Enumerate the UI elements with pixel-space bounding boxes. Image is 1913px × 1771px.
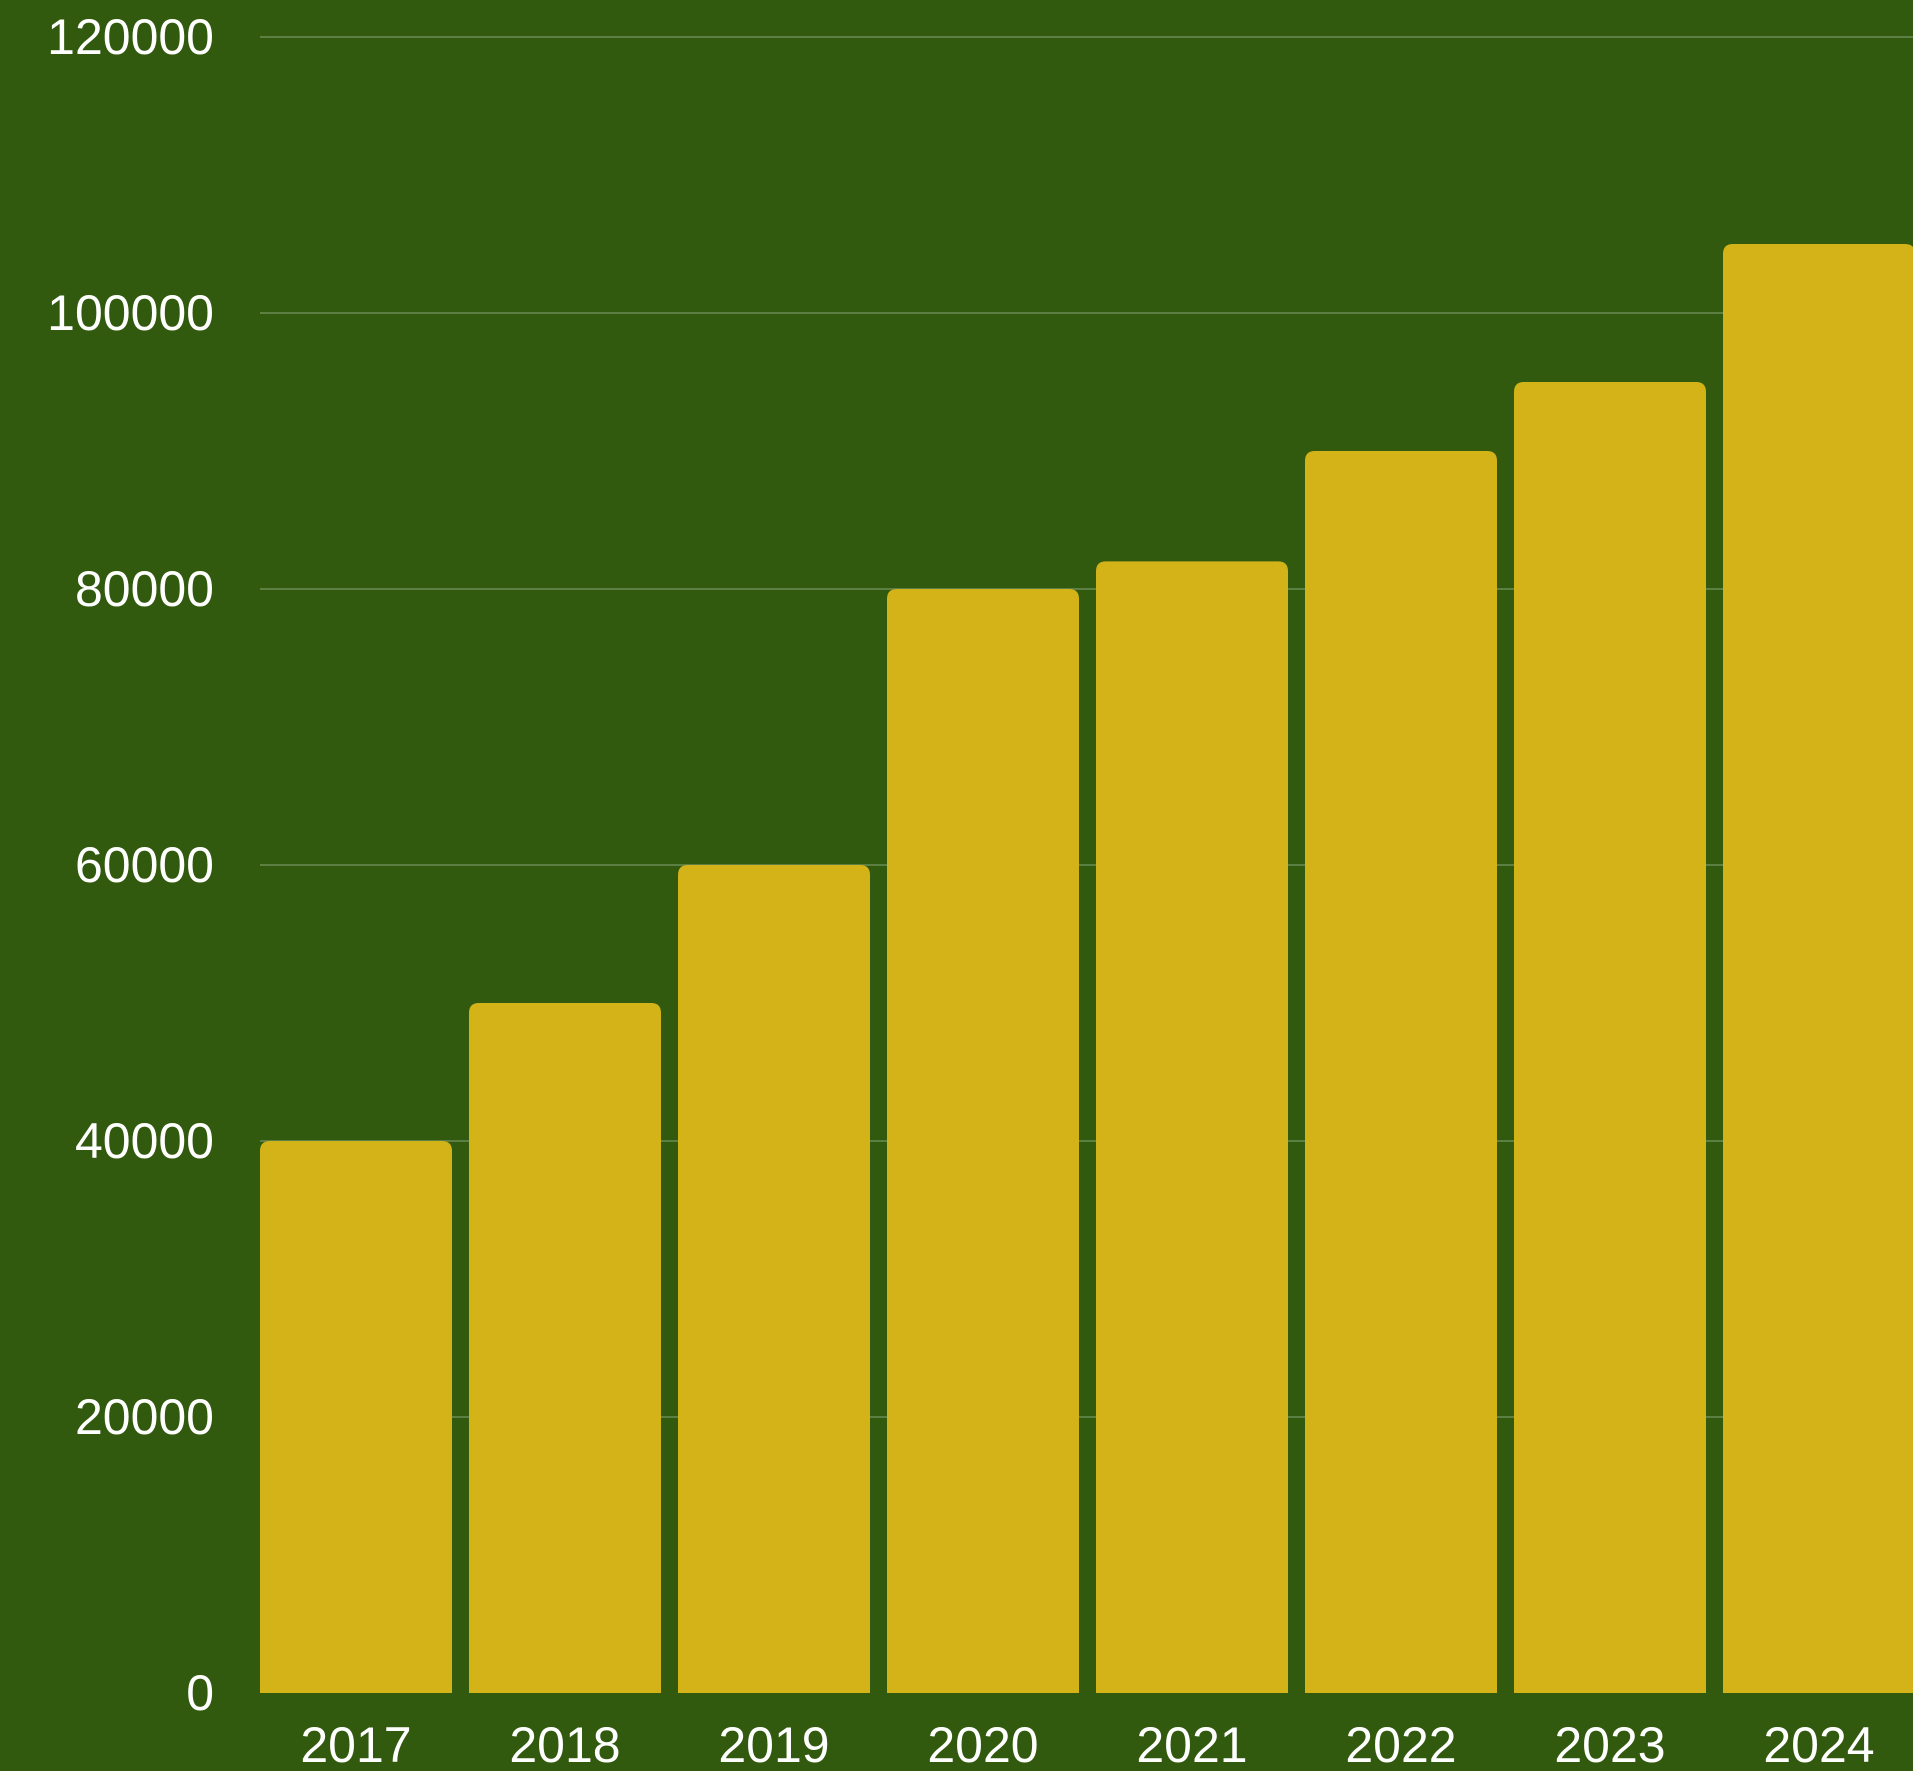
x-tick-label: 2018: [509, 1717, 620, 1766]
y-tick-label: 0: [186, 1665, 214, 1721]
x-tick-label: 2019: [718, 1717, 829, 1766]
x-tick-label: 2022: [1345, 1717, 1456, 1766]
y-tick-label: 20000: [75, 1389, 214, 1445]
x-tick-label: 2017: [300, 1717, 411, 1766]
bars: [260, 244, 1913, 1693]
bar-2021: [1096, 561, 1288, 1693]
x-tick-label: 2020: [927, 1717, 1038, 1766]
x-axis-tick-labels: 2017 2018 2019 2020 2021 2022 2023 2024: [300, 1717, 1874, 1771]
bar-2023: [1514, 382, 1706, 1693]
bar-2018: [469, 1003, 661, 1693]
x-tick-label: 2024: [1763, 1717, 1874, 1766]
bar-2020: [887, 589, 1079, 1693]
y-tick-label: 100000: [47, 285, 214, 341]
bar-2022: [1305, 451, 1497, 1693]
y-axis-tick-labels: 0 20000 40000 60000 80000 100000 120000: [47, 9, 214, 1721]
x-tick-label: 2023: [1554, 1717, 1665, 1766]
y-tick-label: 40000: [75, 1113, 214, 1169]
y-tick-label: 60000: [75, 837, 214, 893]
bar-2024: [1723, 244, 1913, 1693]
x-tick-label: 2021: [1136, 1717, 1247, 1766]
y-tick-label: 80000: [75, 561, 214, 617]
bar-2017: [260, 1141, 452, 1693]
y-tick-label: 120000: [47, 9, 214, 65]
bar-2019: [678, 865, 870, 1693]
